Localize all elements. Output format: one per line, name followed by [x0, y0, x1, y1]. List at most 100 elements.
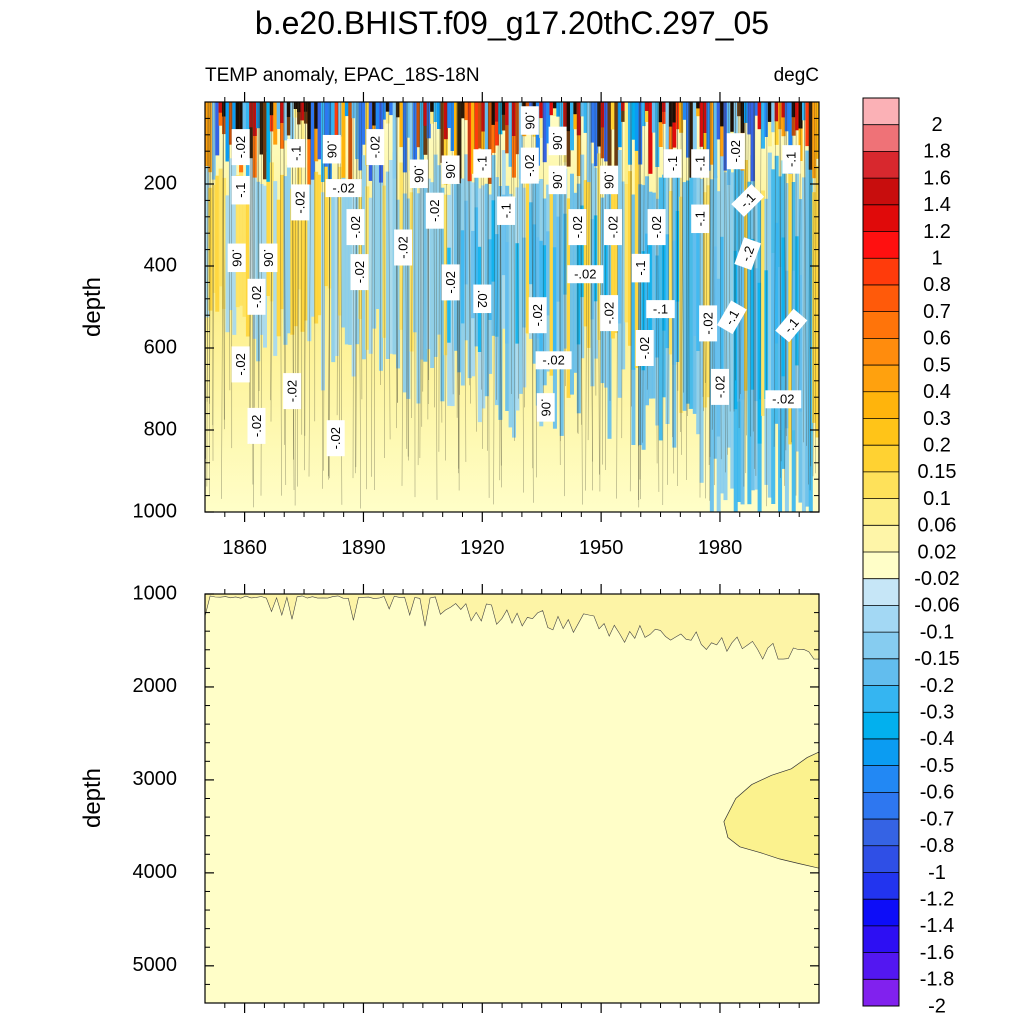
contour-label-box: [600, 165, 619, 195]
field-cell-surface: [344, 102, 349, 117]
contour-label-text: -.2: [738, 244, 757, 263]
contour-label: -.02: [635, 330, 654, 366]
contour-line: [451, 102, 454, 395]
colorbar-swatch: [863, 98, 899, 126]
field-cell-cold-core: [501, 194, 506, 276]
contour-label: -.02: [346, 209, 365, 246]
contour-label-box: [536, 393, 555, 422]
field-cell-surface: [467, 102, 472, 182]
contour-line: [323, 102, 325, 471]
field-cell-surface: [491, 102, 496, 153]
field-cell-surface: [716, 102, 721, 140]
field-cell-surface-core: [600, 102, 605, 128]
colorbar-tick-label: -0.8: [920, 835, 954, 857]
field-cell-cold: [320, 192, 325, 391]
field-cell-surface: [774, 102, 779, 145]
field-cell-surface: [300, 102, 305, 143]
panel-subtitle-left: TEMP anomaly, EPAC_18S-18N: [205, 65, 480, 86]
field-cell-surface: [607, 102, 612, 166]
field-cell-surface-core: [668, 102, 673, 127]
field-cell-cold: [396, 199, 401, 369]
field-cell-surface-core: [703, 102, 708, 133]
colorbar-swatch: [863, 658, 899, 686]
field-cell-cold: [651, 192, 656, 399]
field-cell-surface: [262, 102, 267, 180]
field-cell-surface: [682, 102, 687, 120]
contour-label: -.02: [726, 133, 745, 170]
field-cell-cold: [225, 195, 230, 333]
contour-label-text: -.02: [249, 286, 264, 308]
field-cell-cold: [747, 181, 752, 505]
field-cell-cold: [559, 190, 564, 436]
contour-line: [815, 102, 817, 474]
field-cell-cold-core: [798, 275, 803, 412]
field-cell-surface: [488, 102, 493, 184]
field-cell-surface: [689, 102, 694, 178]
field-cell-surface: [225, 102, 230, 162]
contour-line: [404, 102, 408, 449]
colorbar-tick-label: -0.4: [920, 728, 954, 750]
contour-line: [358, 102, 361, 509]
field-cell-surface: [696, 102, 701, 117]
field-cell-surface: [314, 102, 319, 162]
contour-line: [759, 102, 762, 400]
contour-label-box: [259, 243, 278, 273]
contour-line: [630, 102, 632, 407]
contour-label-text: -.1: [653, 302, 668, 317]
contour-line: [558, 102, 561, 466]
contour-line: [804, 102, 807, 446]
field-cell-surface: [576, 102, 581, 176]
field-cell-surface: [477, 102, 482, 149]
field-cell-warm: [266, 151, 271, 296]
field-cell-warm: [269, 162, 274, 302]
field-cell-surface: [402, 102, 407, 173]
colorbar-swatch: [863, 712, 899, 740]
field-cell-cold-core: [515, 243, 520, 344]
field-cell-surface: [481, 102, 486, 168]
contour-line: [250, 102, 252, 423]
field-cell-cold-core: [631, 257, 636, 370]
field-cell-surface: [436, 102, 441, 129]
field-cell-surface: [484, 102, 489, 159]
contour-line: [754, 102, 757, 476]
colorbar-tick-label: 1.6: [923, 167, 951, 189]
contour-label-text: -.1: [475, 156, 490, 171]
field-cell-surface: [791, 102, 796, 136]
colorbar-tick-label: 1.8: [923, 141, 951, 163]
field-cell-surface: [508, 102, 513, 167]
field-cell-surface-core: [307, 102, 312, 140]
field-cell-warm: [668, 191, 673, 355]
field-cell-surface: [590, 102, 595, 143]
field-cell-surface: [396, 102, 401, 118]
contour-label-box: [604, 209, 622, 246]
field-cell-warm: [290, 188, 295, 335]
contour-label: .06: [600, 165, 619, 195]
field-cell-warm: [679, 196, 684, 413]
field-cell-surface: [761, 102, 766, 149]
field-cell-surface: [651, 102, 656, 133]
colorbar-swatch: [863, 979, 899, 1007]
contour-label: -.02: [366, 129, 385, 166]
field-cell-surface: [801, 102, 806, 121]
contour-line: [681, 102, 684, 393]
field-cell-cold-core: [539, 240, 544, 353]
upper-panel-frame: [204, 101, 820, 513]
field-cell-surface: [808, 102, 813, 170]
contour-label-text: .06: [522, 111, 537, 129]
colorbar-swatch: [863, 365, 899, 393]
contour-line: [222, 102, 225, 430]
field-cell-cold: [385, 171, 390, 359]
field-cell-surface: [668, 102, 673, 157]
contour-line: [639, 102, 641, 480]
field-cell-cold: [334, 184, 339, 356]
field-cell-cold: [283, 176, 288, 345]
field-cell-cold-core: [593, 215, 598, 302]
contour-line: [249, 102, 252, 444]
contour-label: -.02: [711, 368, 729, 405]
contour-label-box: [227, 243, 246, 273]
contour-line: [499, 102, 502, 466]
deep-warm-lobe: [723, 751, 819, 869]
contour-line: [655, 102, 658, 464]
field-cell-warm: [624, 158, 629, 323]
colorbar-tick-label: -1: [928, 862, 946, 884]
